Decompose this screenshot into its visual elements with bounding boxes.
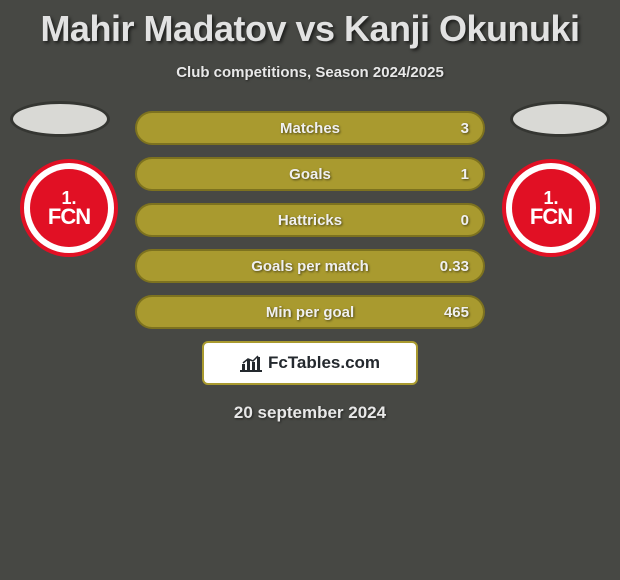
player-right-badge: 1. FCN [502,101,620,257]
date-text: 20 september 2024 [0,403,620,423]
stats-list: Matches 3 Goals 1 Hattricks 0 Goals per … [135,111,485,329]
club-logo-right: 1. FCN [502,159,600,257]
stat-value-right: 3 [461,120,469,137]
comparison-content: 1. FCN 1. FCN Matches 3 Goals 1 Hattrick… [0,111,620,423]
stat-value-right: 0 [461,212,469,229]
stat-value-right: 0.33 [440,258,469,275]
stat-row: Goals 1 [135,157,485,191]
stat-label: Hattricks [278,212,342,229]
stat-row: Min per goal 465 [135,295,485,329]
club-logo-left: 1. FCN [20,159,118,257]
stat-row: Goals per match 0.33 [135,249,485,283]
page-title: Mahir Madatov vs Kanji Okunuki [0,0,620,50]
stat-value-right: 1 [461,166,469,183]
stat-label: Min per goal [266,304,354,321]
player-right-avatar [510,101,610,137]
stat-value-right: 465 [444,304,469,321]
player-left-avatar [10,101,110,137]
chart-icon [240,354,262,372]
club-logo-inner: 1. FCN [512,169,590,247]
club-logo-inner: 1. FCN [30,169,108,247]
stat-row: Hattricks 0 [135,203,485,237]
stat-label: Goals [289,166,331,183]
club-text-2: FCN [530,206,572,228]
club-text-2: FCN [48,206,90,228]
stat-label: Matches [280,120,340,137]
player-left-badge: 1. FCN [0,101,118,257]
stat-label: Goals per match [251,258,369,275]
branding-box[interactable]: FcTables.com [202,341,418,385]
subtitle: Club competitions, Season 2024/2025 [0,64,620,81]
branding-text: FcTables.com [268,353,380,373]
stat-row: Matches 3 [135,111,485,145]
